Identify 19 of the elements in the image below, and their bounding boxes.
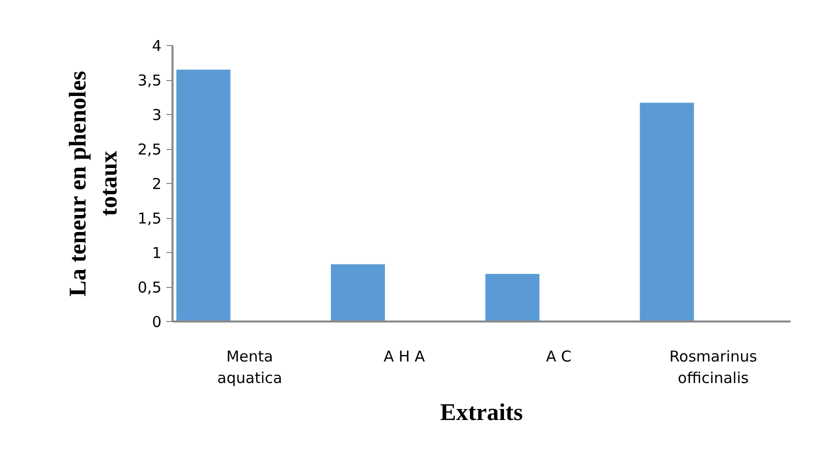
bar: [485, 274, 540, 322]
y-tick-label: 1: [152, 244, 162, 262]
y-tick-label: 1,5: [138, 210, 162, 228]
y-tick-label: 2: [152, 175, 162, 193]
x-axis-title: Extraits: [440, 400, 523, 426]
y-tick-label: 4: [152, 37, 162, 55]
bar: [330, 264, 385, 322]
y-tick-label: 0: [152, 313, 162, 331]
y-tick-label: 3: [152, 106, 162, 124]
y-tick-label: 3,5: [138, 72, 162, 90]
bar: [176, 70, 230, 322]
x-tick-label: Menta aquatica: [217, 348, 282, 388]
y-axis-title: La teneur en phenoles totaux: [65, 70, 123, 297]
x-tick-label: A H A: [384, 348, 426, 366]
bar: [640, 102, 694, 322]
x-tick-label: A C: [546, 348, 572, 366]
y-tick-label: 2,5: [138, 140, 162, 158]
y-tick-label: 0,5: [138, 278, 162, 296]
x-tick-label: Rosmarinus officinalis: [669, 348, 758, 388]
